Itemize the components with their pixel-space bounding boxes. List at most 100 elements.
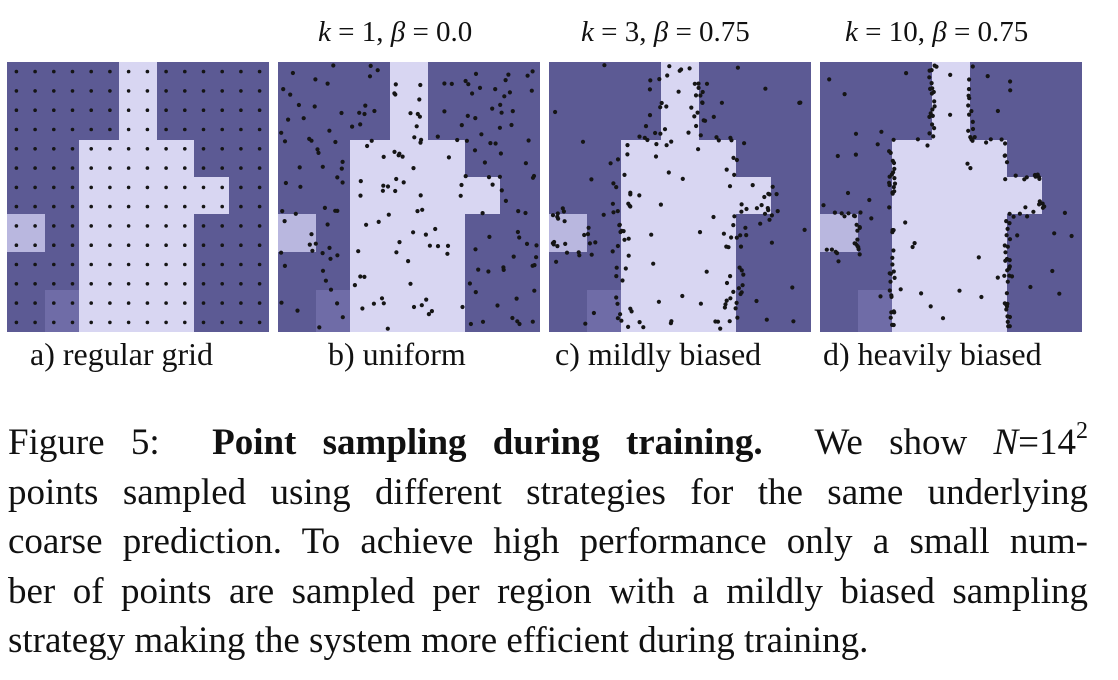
sample-point [145,166,150,170]
sample-point [718,326,723,331]
uniform-plot [278,62,540,332]
sample-point [647,113,653,118]
sample-point [89,69,93,74]
sample-point [317,325,322,330]
sample-point [669,139,674,144]
sample-point [765,206,770,211]
sample-point [464,138,469,143]
sample-point [766,191,771,196]
sample-point [610,201,615,206]
sample-point [589,252,594,257]
sample-point [658,105,663,110]
sample-point [554,259,559,264]
caption-math-n: N [993,422,1019,463]
sample-point [802,227,807,232]
sample-point [966,103,971,108]
sample-point [419,303,424,308]
sample-point [356,249,361,254]
sample-point [687,66,692,71]
sample-point [70,282,75,286]
sample-point [891,185,896,190]
sample-point [647,87,652,92]
sample-point [381,301,386,306]
sample-point [201,301,206,305]
sample-point [493,87,498,92]
sample-point [466,82,471,87]
sample-point [976,255,981,260]
sample-point [498,102,503,107]
sample-point [393,92,398,97]
sample-point [664,143,669,148]
sample-point [313,77,318,82]
sample-point [695,110,700,115]
sample-point [1004,291,1009,296]
sample-point [667,64,672,69]
sample-point [201,108,206,112]
sample-point [649,232,654,237]
sample-point [696,147,701,152]
sample-point [201,262,206,267]
sample-point [930,107,935,112]
sample-point [183,243,187,247]
sample-point [614,274,619,279]
sample-point [1015,233,1020,238]
sample-point [108,127,112,132]
sample-point [615,316,620,321]
sample-point [562,219,567,224]
sample-point [375,68,380,73]
sample-point [220,89,224,93]
sample-point [657,77,662,82]
sample-point [220,301,224,305]
sample-point [887,174,892,179]
sample-point [719,100,724,105]
sample-point [360,306,365,311]
sample-point [506,72,511,77]
sample-point [727,184,733,189]
sample-point [126,108,131,112]
sample-point [70,262,75,267]
sample-point [653,154,659,159]
sample-point [201,147,206,151]
sample-point [1025,214,1030,219]
sample-point [420,207,425,212]
sample-point [449,81,454,86]
sample-point [201,127,206,132]
sample-point [108,185,112,190]
sample-point [362,111,367,117]
sample-point [1004,307,1009,312]
sample-point [680,176,685,181]
sample-point [293,211,298,216]
sample-point [52,69,56,74]
sample-point [473,247,478,252]
sample-point [677,68,682,73]
sample-point [510,109,515,114]
sample-point [680,293,685,299]
sample-point [739,209,744,214]
sample-point [1008,79,1013,84]
sample-point [327,245,332,250]
sample-point [1005,319,1010,324]
sample-point [467,281,472,286]
sample-point [615,157,621,162]
sample-point [89,243,93,247]
sample-point [183,108,187,112]
sample-point [969,109,974,114]
sample-point [948,112,953,117]
sample-point [108,108,112,112]
sample-point [910,244,915,250]
sample-point [183,204,187,209]
sample-point [220,127,224,132]
sample-point [970,126,976,132]
sample-point [555,244,560,249]
sample-point [316,150,321,155]
sample-point [429,309,434,314]
sample-point [697,230,703,235]
caption-math-eq: =14 [1018,422,1076,463]
sample-point [286,117,291,122]
sample-point [739,268,744,273]
sample-point [89,204,93,209]
sample-point [722,305,727,310]
sample-point [587,241,592,246]
sample-point [731,223,736,228]
sample-point [365,143,370,149]
